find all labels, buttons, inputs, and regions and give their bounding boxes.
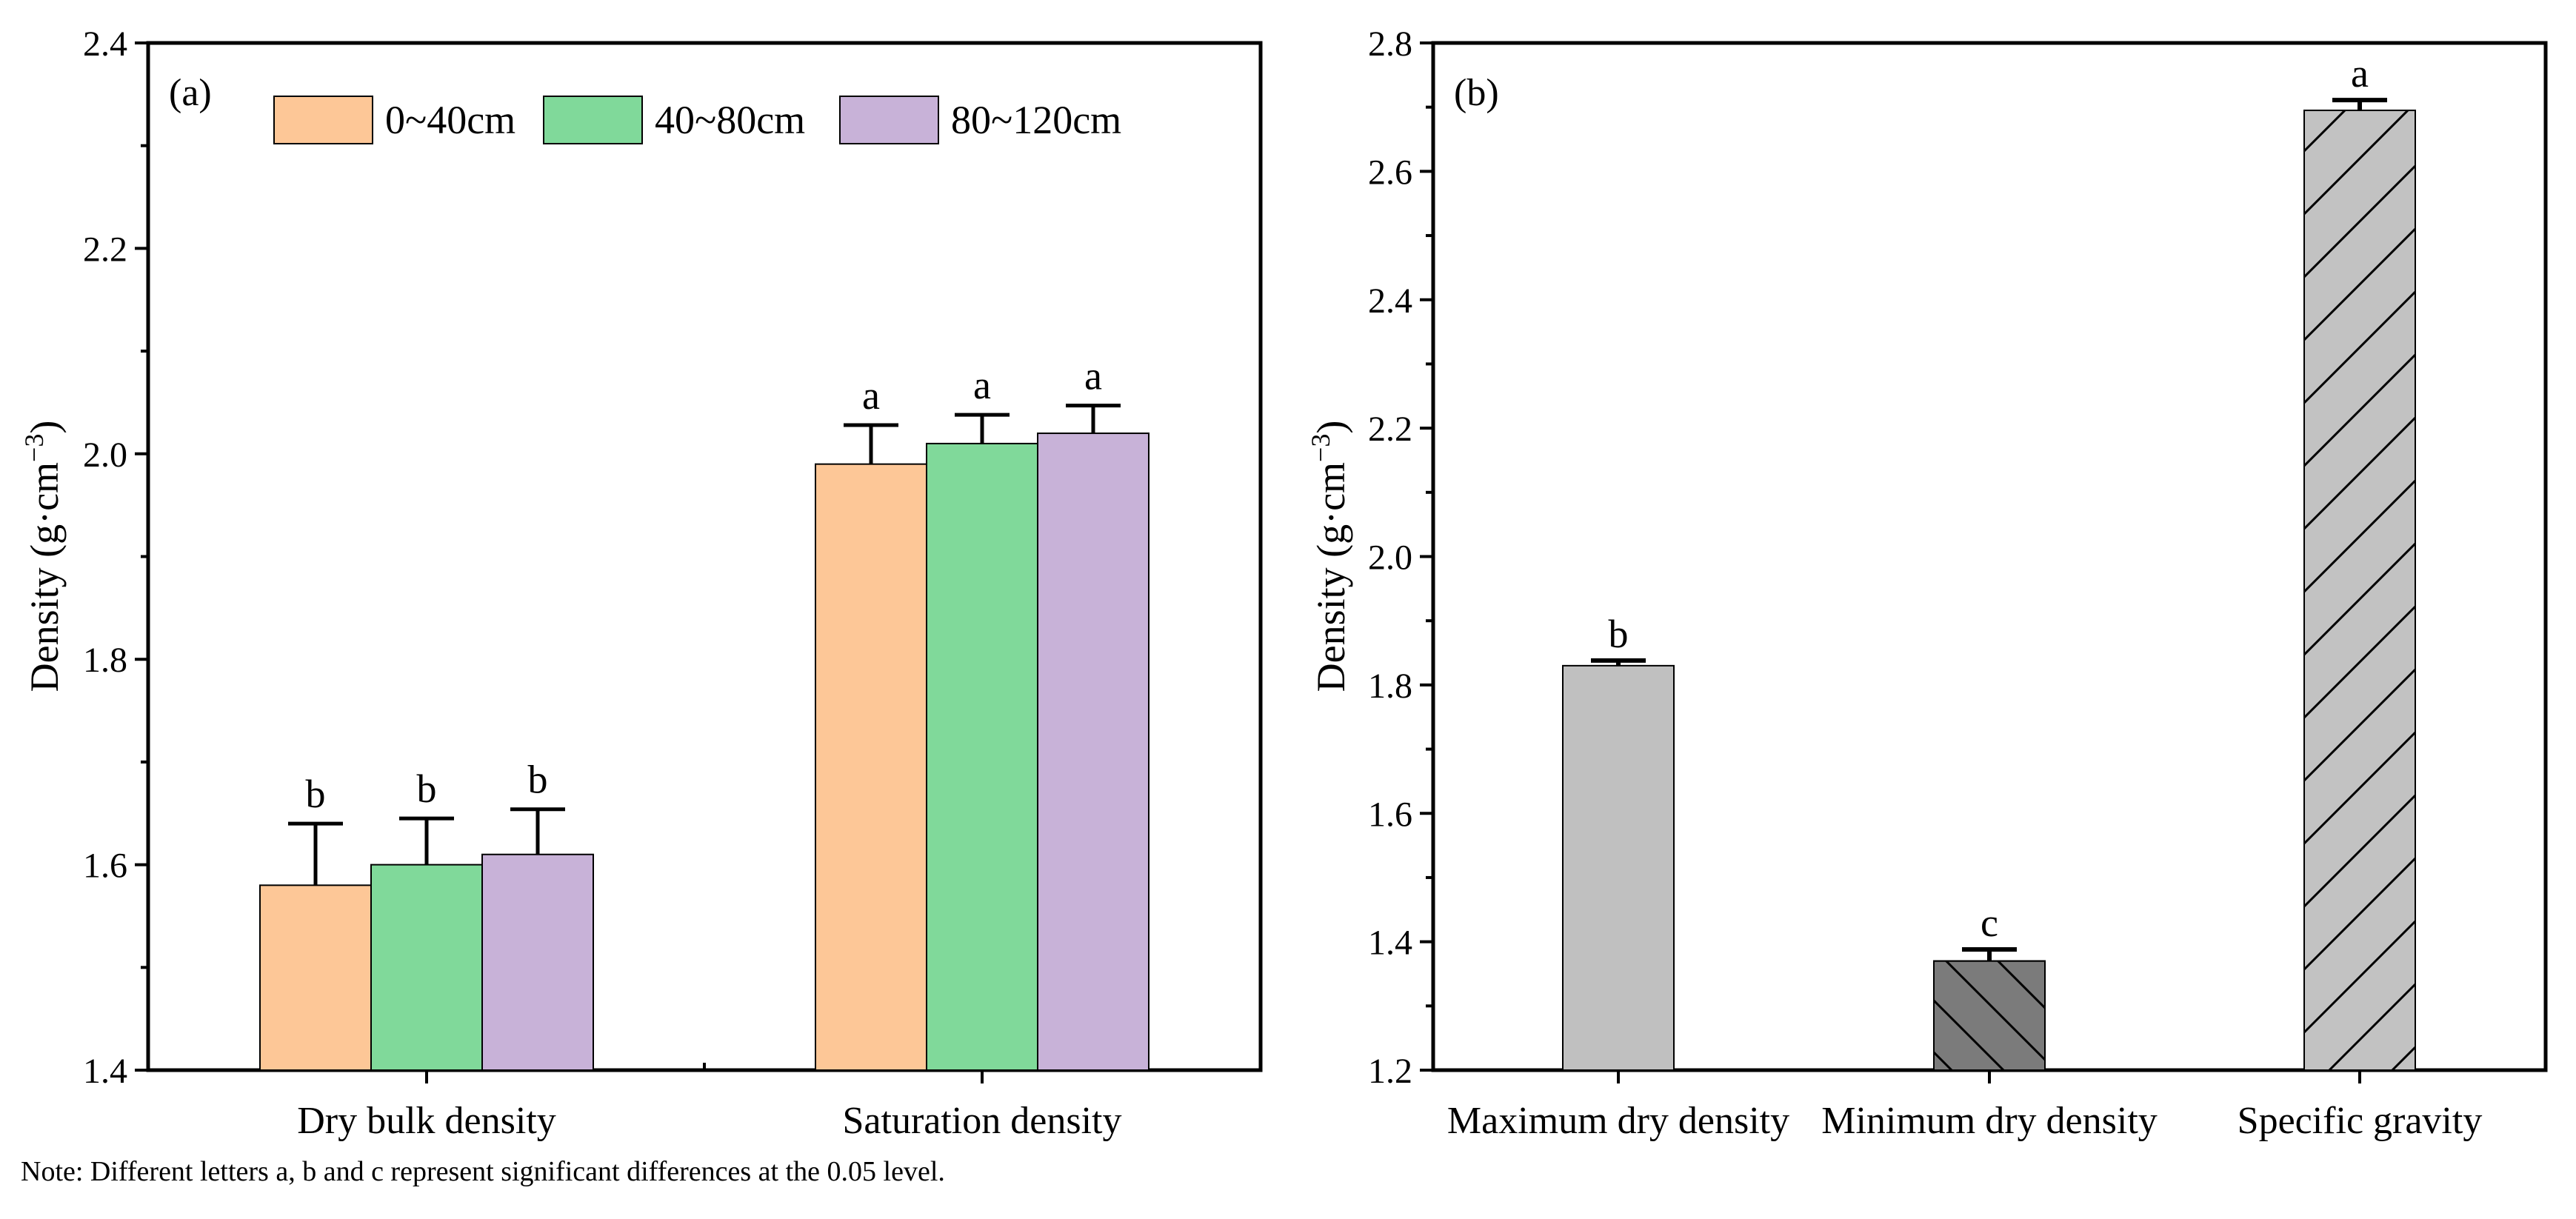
y-tick-label: 1.2	[1368, 1052, 1412, 1091]
y-tick-label: 2.2	[83, 230, 127, 269]
legend-label-80-120: 80~120cm	[951, 98, 1121, 142]
panel-label-b: (b)	[1454, 72, 1499, 114]
panel-label-a: (a)	[169, 72, 212, 114]
y-tick-label: 2.0	[1368, 538, 1412, 578]
legend-swatch-0-40	[273, 96, 373, 144]
y-tick-label: 2.2	[1368, 410, 1412, 449]
significance-letter: a	[2351, 51, 2369, 96]
y-tick-label: 1.4	[1368, 924, 1412, 963]
bar	[481, 853, 594, 1071]
bar	[1562, 664, 1675, 1071]
significance-letter: a	[1084, 354, 1102, 398]
y-tick-label: 2.8	[1368, 24, 1412, 64]
x-tick-label: Minimum dry density	[1821, 1100, 2158, 1142]
x-tick-label: Specific gravity	[2238, 1100, 2483, 1142]
bar	[1037, 433, 1149, 1071]
bar	[259, 884, 372, 1071]
x-axis-a: Dry bulk density Saturation density	[297, 1063, 1121, 1142]
bars-a: b b b a a a	[259, 354, 1149, 1071]
y-tick-label: 2.4	[83, 24, 127, 64]
footnote: Note: Different letters a, b and c repre…	[21, 1156, 945, 1187]
bar	[926, 442, 1038, 1071]
panel-b: (b) 1.2 1.4 1.6 1.8 2.0 2.2 2.4 2.6 2.8 Maximum …	[1306, 24, 2548, 1142]
y-tick-label: 2.6	[1368, 153, 1412, 192]
significance-letter: b	[306, 772, 326, 816]
legend-swatch-40-80	[543, 96, 643, 144]
legend-label-0-40: 0~40cm	[385, 98, 515, 142]
significance-letter: b	[1609, 612, 1629, 656]
x-tick-label: Maximum dry density	[1447, 1100, 1789, 1142]
y-tick-label: 1.8	[1368, 667, 1412, 706]
significance-letter: a	[973, 363, 991, 407]
y-tick-label: 1.4	[83, 1052, 127, 1091]
legend-label-40-80: 40~80cm	[655, 98, 805, 142]
significance-letter: b	[417, 767, 437, 811]
bar-hatch	[1933, 960, 2046, 1071]
y-tick-label: 1.6	[83, 846, 127, 886]
legend-swatch-80-120	[839, 96, 939, 144]
y-axis-label-b: Density (g·cm−3)	[1306, 421, 1353, 692]
y-axis-a: 1.4 1.6 1.8 2.0 2.2 2.4	[83, 24, 148, 1091]
y-tick-label: 1.8	[83, 641, 127, 680]
bar	[370, 864, 483, 1071]
bar-hatch	[2303, 110, 2416, 1072]
bars-b: b c a	[1562, 51, 2416, 1072]
significance-letter: c	[1981, 901, 1998, 945]
significance-letter: b	[528, 758, 548, 802]
y-tick-label: 2.0	[83, 435, 127, 475]
significance-letter: a	[862, 373, 880, 418]
panel-a: (a) 1.4 1.6 1.8 2.0 2.2 2.4 Dry bulk density S…	[19, 24, 1263, 1142]
y-axis-label-a: Density (g·cm−3)	[19, 421, 67, 692]
x-tick-label: Saturation density	[843, 1100, 1122, 1142]
y-tick-label: 1.6	[1368, 795, 1412, 834]
bar	[815, 463, 927, 1071]
y-tick-label: 2.4	[1368, 281, 1412, 321]
legend: 0~40cm 40~80cm 80~120cm	[273, 96, 1121, 144]
y-axis-b: 1.2 1.4 1.6 1.8 2.0 2.2 2.4 2.6 2.8	[1368, 24, 1433, 1091]
x-tick-label: Dry bulk density	[297, 1100, 556, 1142]
x-axis-b: Maximum dry density Minimum dry density Sp…	[1447, 1070, 2482, 1142]
